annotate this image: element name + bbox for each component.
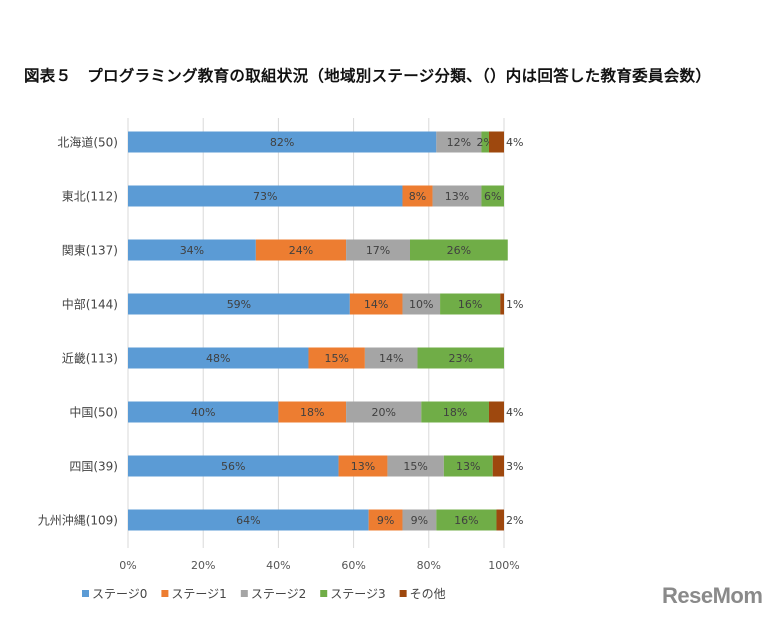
bar-segment bbox=[308, 347, 365, 369]
data-label: 59% bbox=[227, 298, 251, 311]
data-label: 6% bbox=[484, 190, 501, 203]
bar-segment bbox=[402, 509, 437, 531]
x-tick-label: 0% bbox=[119, 559, 136, 572]
bar-segment bbox=[255, 239, 347, 261]
data-label: 56% bbox=[221, 460, 245, 473]
data-label: 17% bbox=[366, 244, 390, 257]
data-label: 16% bbox=[454, 514, 478, 527]
data-label: 8% bbox=[409, 190, 426, 203]
data-label: 40% bbox=[191, 406, 215, 419]
data-label: 9% bbox=[377, 514, 394, 527]
data-label: 4% bbox=[506, 406, 523, 419]
category-label: 北海道(50) bbox=[57, 135, 118, 150]
bar-segment bbox=[481, 185, 504, 207]
x-tick-label: 100% bbox=[488, 559, 519, 572]
bar-segment bbox=[349, 293, 403, 315]
bar-segment bbox=[128, 293, 350, 315]
category-label: 近畿(113) bbox=[62, 352, 118, 366]
bar-segment bbox=[488, 401, 504, 423]
resemom-logo: ReseMom bbox=[662, 583, 763, 608]
data-label: 73% bbox=[253, 190, 277, 203]
legend-swatch bbox=[399, 590, 407, 597]
data-label: 2% bbox=[506, 514, 523, 527]
bar-segment bbox=[492, 455, 504, 477]
legend-label: その他 bbox=[410, 587, 446, 601]
bar-segment bbox=[387, 455, 444, 477]
data-label: 18% bbox=[300, 406, 324, 419]
data-label: 14% bbox=[379, 352, 403, 365]
x-tick-label: 80% bbox=[417, 559, 441, 572]
data-label: 48% bbox=[206, 352, 230, 365]
legend-label: ステージ2 bbox=[251, 587, 306, 601]
data-label: 20% bbox=[371, 406, 395, 419]
data-label: 82% bbox=[270, 136, 294, 149]
bar-segment bbox=[421, 401, 489, 423]
bar-segment bbox=[128, 509, 369, 531]
bar-segment bbox=[488, 131, 504, 153]
data-label: 23% bbox=[449, 352, 473, 365]
category-label: 九州沖縄(109) bbox=[38, 513, 118, 528]
bar-segment bbox=[368, 509, 403, 531]
data-label: 4% bbox=[506, 136, 523, 149]
legend-swatch bbox=[82, 590, 89, 597]
bar-segment bbox=[436, 509, 497, 531]
category-label: 東北(112) bbox=[62, 190, 118, 204]
bar-segment bbox=[481, 131, 489, 153]
bar-segment bbox=[440, 293, 501, 315]
data-label: 1% bbox=[506, 298, 523, 311]
data-label: 12% bbox=[447, 136, 471, 149]
bar-segment bbox=[402, 185, 433, 207]
data-label: 15% bbox=[324, 352, 348, 365]
legend-swatch bbox=[240, 590, 248, 597]
data-label: 15% bbox=[403, 460, 427, 473]
bar-segment bbox=[436, 131, 482, 153]
bar-segment bbox=[496, 509, 504, 531]
data-label: 34% bbox=[180, 244, 204, 257]
legend-label: ステージ0 bbox=[92, 587, 147, 601]
data-label: 16% bbox=[458, 298, 482, 311]
legend-label: ステージ1 bbox=[171, 587, 226, 601]
bar-segment bbox=[417, 347, 504, 369]
data-label: 10% bbox=[409, 298, 433, 311]
category-label: 中部(144) bbox=[62, 297, 118, 312]
bar-segment bbox=[128, 239, 256, 261]
chart-title: 図表５ プログラミング教育の取組状況（地域別ステージ分類、（）内は回答した教育委… bbox=[24, 67, 712, 85]
category-label: 中国(50) bbox=[69, 405, 118, 420]
legend-label: ステージ3 bbox=[330, 587, 385, 601]
data-label: 13% bbox=[445, 190, 469, 203]
bar-segment bbox=[128, 455, 339, 477]
x-tick-label: 20% bbox=[191, 559, 215, 572]
data-label: 13% bbox=[351, 460, 375, 473]
data-label: 13% bbox=[456, 460, 480, 473]
x-tick-label: 40% bbox=[266, 559, 290, 572]
bar-segment bbox=[346, 401, 422, 423]
bar-segment bbox=[443, 455, 493, 477]
bar-segment bbox=[338, 455, 388, 477]
legend-swatch bbox=[320, 590, 328, 597]
bar-segment bbox=[410, 239, 508, 261]
bar-segment bbox=[500, 293, 504, 315]
data-label: 64% bbox=[236, 514, 260, 527]
category-label: 四国(39) bbox=[69, 460, 118, 474]
data-label: 3% bbox=[506, 460, 523, 473]
bar-segment bbox=[128, 185, 403, 207]
data-label: 18% bbox=[443, 406, 467, 419]
bar-segment bbox=[364, 347, 418, 369]
bar-segment bbox=[128, 131, 437, 153]
data-label: 9% bbox=[411, 514, 428, 527]
bar-segment bbox=[278, 401, 347, 423]
legend-swatch bbox=[161, 590, 169, 597]
data-label: 26% bbox=[447, 244, 471, 257]
bar-segment bbox=[128, 401, 279, 423]
data-label: 14% bbox=[364, 298, 388, 311]
bar-segment bbox=[128, 347, 309, 369]
bar-segment bbox=[402, 293, 441, 315]
x-tick-label: 60% bbox=[341, 559, 365, 572]
bar-segment bbox=[346, 239, 410, 261]
bar-segment bbox=[432, 185, 482, 207]
category-label: 関東(137) bbox=[62, 244, 118, 258]
data-label: 24% bbox=[289, 244, 313, 257]
